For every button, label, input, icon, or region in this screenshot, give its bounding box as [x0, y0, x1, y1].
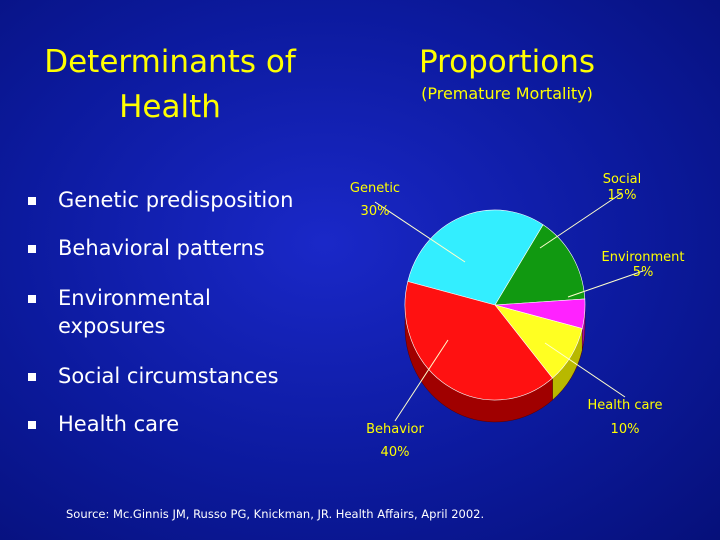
slice-label: Social	[603, 172, 642, 187]
pie-slice-behavior	[404, 281, 553, 401]
list-item-label: Social circumstances	[58, 364, 279, 388]
leader-line-behavior	[394, 339, 449, 422]
slice-value-label: 15%	[608, 188, 637, 203]
pie-slice-social	[494, 224, 586, 306]
bullet-square-icon	[28, 421, 36, 429]
slice-value-label: 5%	[633, 265, 654, 280]
slice-value-label: 10%	[611, 422, 640, 437]
slice-label: Behavior	[366, 422, 424, 437]
left-title: Determinants of Health	[44, 44, 296, 125]
list-item-label: Environmental exposures	[58, 286, 211, 338]
bullet-square-icon	[28, 245, 36, 253]
list-item: Environmental exposures	[28, 284, 238, 340]
list-item: Health care	[28, 410, 328, 438]
leader-line-health-care	[544, 342, 626, 398]
leader-line-genetic	[374, 201, 466, 263]
bullet-square-icon	[28, 295, 36, 303]
leader-line-social	[539, 192, 623, 249]
list-item-label: Behavioral patterns	[58, 236, 265, 260]
slice-label: Health care	[588, 398, 663, 413]
slice-label: Genetic	[350, 181, 400, 196]
chart-title: Proportions	[418, 44, 596, 80]
leader-line-environment	[567, 270, 644, 298]
list-item: Genetic predisposition	[28, 186, 328, 214]
slice-value-label: 30%	[361, 204, 390, 219]
slice-label: Environment	[601, 250, 684, 265]
chart-subtitle: (Premature Mortality)	[421, 84, 593, 103]
bullet-square-icon	[28, 373, 36, 381]
list-item: Behavioral patterns	[28, 234, 328, 262]
list-item-label: Health care	[58, 412, 180, 436]
pie-slice-genetic	[407, 209, 544, 306]
slice-value-label: 40%	[381, 445, 410, 460]
list-item-label: Genetic predisposition	[58, 188, 294, 212]
bullet-square-icon	[28, 197, 36, 205]
source-citation: Source: Mc.Ginnis JM, Russo PG, Knickman…	[66, 507, 485, 521]
list-item: Social circumstances	[28, 362, 328, 390]
